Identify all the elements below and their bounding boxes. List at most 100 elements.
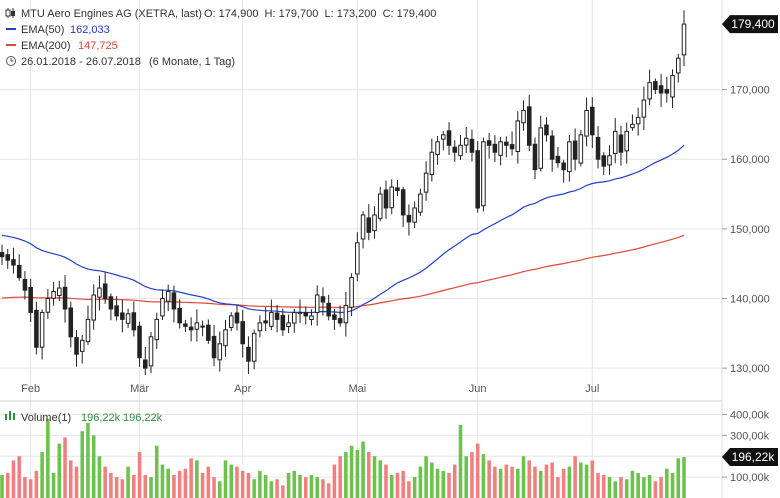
volume-last-badge <box>722 448 778 467</box>
chart-title: MTU Aero Engines AG (XETRA, last) <box>21 8 202 20</box>
ema200-value: 147,725 <box>78 40 118 52</box>
candle <box>372 206 377 239</box>
last-price-badge <box>722 15 778 34</box>
candle <box>475 141 480 213</box>
candle <box>618 125 624 166</box>
candle <box>670 69 675 108</box>
candle <box>658 73 664 107</box>
candle <box>590 97 595 149</box>
month-label: Apr <box>234 383 251 395</box>
volume-bar <box>172 475 176 498</box>
candle <box>584 97 589 147</box>
volume-bar <box>229 464 234 498</box>
volume-bar <box>670 472 675 498</box>
volume-bar <box>103 466 107 498</box>
candle <box>630 114 635 131</box>
volume-bar <box>504 464 509 498</box>
volume-bar <box>246 472 251 498</box>
last-price-label: 179,400 <box>731 17 775 31</box>
candle <box>446 122 452 155</box>
candle <box>429 138 435 182</box>
candle <box>635 107 641 136</box>
candle <box>148 332 154 374</box>
candle <box>292 308 297 333</box>
volume-bar <box>240 470 245 498</box>
volume-bar <box>0 475 4 498</box>
volume-bar <box>166 468 170 498</box>
ema50-value: 162,033 <box>70 24 110 36</box>
candle <box>177 299 182 329</box>
volume-bar <box>292 470 297 498</box>
volume-bar <box>114 477 119 498</box>
candle <box>349 273 354 316</box>
candle-icon <box>5 8 15 18</box>
volume-tick-label: 300,00k <box>730 430 770 442</box>
candle <box>337 305 343 327</box>
volume-last-marker: 196,22k <box>722 448 778 467</box>
volume-value-1: 196,22k <box>81 412 121 424</box>
volume-bar <box>676 458 681 498</box>
candle <box>274 304 280 333</box>
candle <box>160 289 165 321</box>
candle <box>5 248 11 269</box>
candle <box>441 131 446 151</box>
volume-icon <box>5 411 15 420</box>
price-tick-label: 170,000 <box>730 85 770 97</box>
candle <box>463 127 469 153</box>
volume-bar <box>51 472 56 498</box>
candle <box>664 76 670 103</box>
candle <box>521 100 526 131</box>
volume-bar <box>109 472 113 498</box>
volume-bar <box>46 418 50 498</box>
volume-bar <box>590 460 595 498</box>
candle <box>251 329 257 370</box>
candle <box>240 309 245 358</box>
volume-bar <box>573 456 577 498</box>
volume-bar <box>80 431 85 498</box>
candle <box>297 299 303 324</box>
volume-bar <box>607 477 612 498</box>
candle <box>452 140 458 162</box>
candle <box>578 129 584 167</box>
candle <box>114 296 119 321</box>
candle <box>406 204 412 236</box>
volume-bar <box>23 477 27 498</box>
candle <box>624 122 629 164</box>
volume-bar <box>177 470 182 498</box>
candle <box>343 292 349 337</box>
clock-icon <box>6 56 16 66</box>
volume-bar <box>5 472 10 498</box>
candle <box>601 152 607 175</box>
volume-bar <box>195 460 199 498</box>
volume-bar <box>149 477 153 498</box>
candle <box>171 285 177 323</box>
volume-bar <box>619 477 623 498</box>
volume-bar <box>630 470 635 498</box>
volume-bar <box>275 479 279 498</box>
volume-bar <box>418 466 423 498</box>
volume-bar <box>11 460 16 498</box>
volume-bar <box>407 481 411 498</box>
candle <box>355 232 360 282</box>
volume-bar <box>223 460 228 498</box>
ema200-label: EMA(200) <box>21 40 71 52</box>
candle <box>0 244 5 266</box>
volume-bar <box>355 449 360 498</box>
volume-bar <box>235 466 239 498</box>
volume-grid <box>0 413 722 478</box>
month-axis: Feb Mär Apr Mai Jun Jul <box>21 383 599 395</box>
ema50-line <box>1 144 685 314</box>
candle <box>555 147 561 168</box>
date-range: 26.01.2018 - 26.07.2018 <box>21 56 141 68</box>
candle <box>303 306 309 325</box>
volume-bar <box>263 475 268 498</box>
candle <box>509 131 515 156</box>
candle <box>57 280 62 301</box>
volume-bar <box>401 470 405 498</box>
candle <box>131 301 137 337</box>
volume-bar <box>143 475 148 498</box>
volume-bar <box>34 470 39 498</box>
volume-bar <box>68 460 73 498</box>
volume-bar <box>447 472 451 498</box>
